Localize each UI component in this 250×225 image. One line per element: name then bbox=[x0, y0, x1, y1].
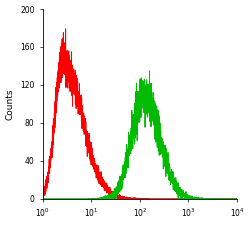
Y-axis label: Counts: Counts bbox=[6, 88, 15, 120]
